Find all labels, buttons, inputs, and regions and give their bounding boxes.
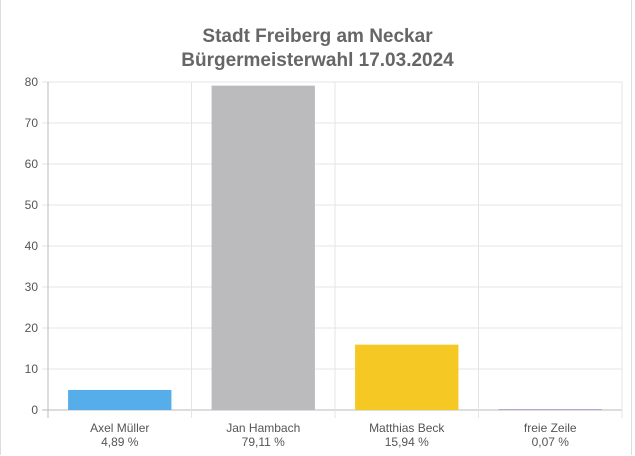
chart-title: Stadt Freiberg am Neckar xyxy=(202,26,433,47)
chart-subtitle: Bürgermeisterwahl 17.03.2024 xyxy=(181,50,454,71)
y-tick-label: 0 xyxy=(31,403,38,417)
y-tick-label: 30 xyxy=(25,280,39,294)
percent-label: 0,07 % xyxy=(532,435,570,449)
percent-label: 4,89 % xyxy=(101,435,139,449)
bar-3 xyxy=(355,344,459,410)
y-tick-label: 20 xyxy=(25,321,39,335)
y-tick-label: 80 xyxy=(25,75,39,89)
category-label: Axel Müller xyxy=(90,421,149,435)
bar-4 xyxy=(498,409,602,410)
bar-1 xyxy=(68,389,172,410)
y-tick-label: 60 xyxy=(25,157,39,171)
category-label: Jan Hambach xyxy=(226,421,300,435)
category-label: Matthias Beck xyxy=(369,421,445,435)
y-tick-label: 50 xyxy=(25,198,39,212)
y-tick-label: 70 xyxy=(25,116,39,130)
percent-label: 15,94 % xyxy=(385,435,429,449)
y-tick-label: 10 xyxy=(25,362,39,376)
bar-2 xyxy=(211,85,315,411)
percent-label: 79,11 % xyxy=(242,435,285,449)
y-tick-label: 40 xyxy=(25,239,39,253)
category-label: freie Zeile xyxy=(524,421,577,435)
